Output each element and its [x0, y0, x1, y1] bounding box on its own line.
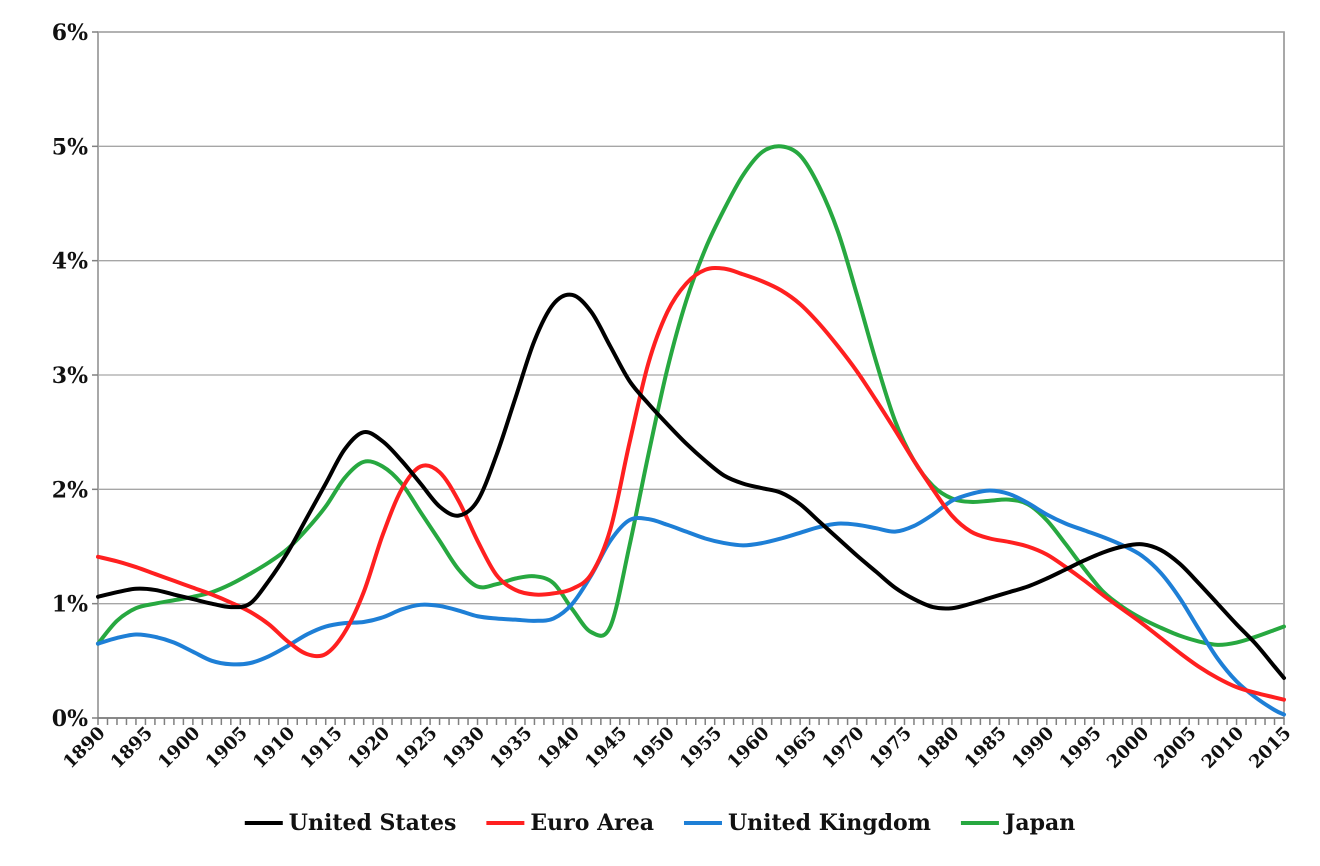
- x-tick-label: 1910: [249, 723, 299, 773]
- x-tick-label: 1905: [202, 723, 252, 773]
- series-line-united-states: [96, 292, 1286, 680]
- legend: United States Euro Area United Kingdom Japa…: [244, 810, 1075, 836]
- x-tick-label: 1920: [344, 723, 394, 773]
- x-tick-label: 1900: [154, 723, 204, 773]
- x-tick-label: 1975: [866, 723, 916, 773]
- x-tick-label: 1935: [486, 723, 536, 773]
- x-tick-label: 2000: [1103, 723, 1153, 773]
- x-tick-label: 1960: [723, 723, 773, 773]
- x-tick-label: 1955: [676, 723, 726, 773]
- x-tick-label: 1950: [629, 723, 679, 773]
- x-tick-label: 1990: [1008, 723, 1058, 773]
- legend-label-united-states: United States: [289, 810, 457, 836]
- x-tick-label: 1980: [913, 723, 963, 773]
- y-tick-label: 4%: [52, 249, 88, 275]
- legend-label-euro-area: Euro Area: [530, 810, 654, 836]
- x-tick-label: 1985: [961, 723, 1011, 773]
- y-tick-label: 6%: [52, 20, 88, 46]
- series-layer: [96, 144, 1286, 717]
- legend-label-japan: Japan: [1003, 810, 1075, 836]
- x-tick-label: 2005: [1150, 723, 1200, 773]
- x-tick-label: 1895: [107, 723, 157, 773]
- x-tick-label: 1945: [581, 723, 631, 773]
- x-tick-label: 1925: [391, 723, 441, 773]
- series-line-japan: [96, 144, 1286, 647]
- x-tick-label: 2015: [1245, 723, 1295, 773]
- y-tick-label: 2%: [52, 477, 88, 503]
- series-line-euro-area: [96, 266, 1286, 702]
- x-tick-label: 1930: [439, 723, 489, 773]
- y-tick-label: 1%: [52, 592, 88, 618]
- x-tick-label: 1915: [296, 723, 346, 773]
- axis-layer: 0%1%2%3%4%5%6%18901895190019051910191519…: [52, 20, 1296, 773]
- x-tick-label: 2010: [1198, 723, 1248, 773]
- series-line-united-kingdom: [96, 488, 1286, 717]
- y-tick-label: 5%: [52, 134, 88, 160]
- x-tick-label: 1965: [771, 723, 821, 773]
- y-tick-label: 3%: [52, 363, 88, 389]
- y-tick-label: 0%: [52, 706, 88, 732]
- legend-label-united-kingdom: United Kingdom: [728, 810, 931, 836]
- grid-layer: [97, 31, 1285, 719]
- x-tick-label: 1995: [1055, 723, 1105, 773]
- x-tick-label: 1940: [534, 723, 584, 773]
- x-tick-label: 1970: [818, 723, 868, 773]
